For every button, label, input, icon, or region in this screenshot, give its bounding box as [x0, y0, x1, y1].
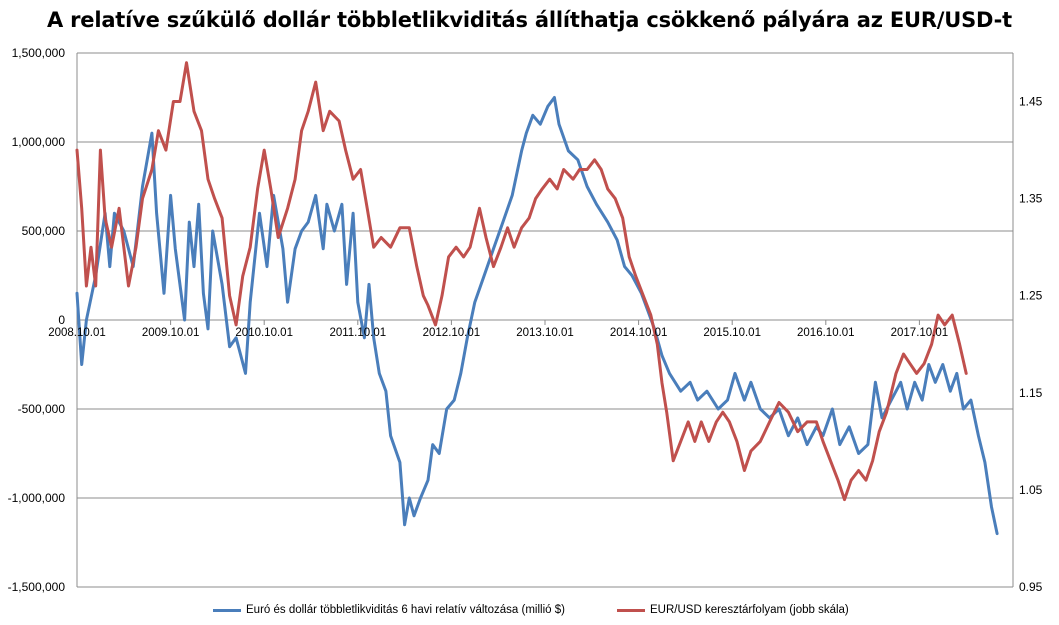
legend-label-liquidity: Euró és dollár többletlikviditás 6 havi …: [246, 604, 565, 616]
y-left-tick-label: -500,000: [18, 402, 66, 416]
y-right-tick-label: 1.45: [1019, 95, 1043, 109]
x-tick-label: 2017.10.01: [891, 327, 949, 339]
y-left-tick-label: 1,500,000: [12, 46, 66, 60]
y-right-tick-label: 1.25: [1019, 289, 1043, 303]
x-tick-label: 2009.10.01: [142, 327, 200, 339]
x-tick-label: 2013.10.01: [516, 327, 574, 339]
legend-label-eurusd: EUR/USD keresztárfolyam (jobb skála): [650, 604, 849, 616]
y-left-tick-label: 1,000,000: [12, 135, 66, 149]
y-left-tick-label: 500,000: [22, 224, 66, 238]
y-right-tick-label: 0.95: [1019, 580, 1043, 594]
axes: [76, 53, 1014, 587]
y-left-tick-label: 0: [58, 313, 65, 327]
x-tick-label: 2008.10.01: [48, 327, 106, 339]
x-tick-label: 2016.10.01: [797, 327, 855, 339]
y-left-tick-label: -1,500,000: [8, 580, 66, 594]
legend: Euró és dollár többletlikviditás 6 havi …: [0, 604, 1059, 624]
series-line-eurusd: [75, 61, 968, 502]
legend-item-eurusd: EUR/USD keresztárfolyam (jobb skála): [617, 604, 849, 616]
series-line-liquidity: [75, 96, 999, 536]
legend-swatch-liquidity: [213, 608, 241, 612]
chart-title: A relatíve szűkülő dollár többletlikvidi…: [46, 8, 1013, 32]
y-right-tick-label: 1.05: [1019, 483, 1043, 497]
y-left-tick-label: -1,000,000: [8, 491, 66, 505]
y-right-tick-label: 1.35: [1019, 192, 1043, 206]
gridlines: [77, 52, 1013, 588]
legend-swatch-eurusd: [617, 608, 645, 612]
x-tick-label: 2015.10.01: [703, 327, 761, 339]
tick-labels: 1,500,000 1,000,000 500,000 0 -500,000 -1,000…: [8, 46, 1043, 594]
series-lines: [75, 61, 999, 536]
x-tick-label: 2012.10.01: [423, 327, 481, 339]
y-right-tick-label: 1.15: [1019, 386, 1043, 400]
x-tick-label: 2011.10.01: [329, 327, 386, 339]
x-tick-label: 2014.10.01: [610, 327, 668, 339]
x-tick-label: 2010.10.01: [235, 327, 293, 339]
legend-item-liquidity: Euró és dollár többletlikviditás 6 havi …: [213, 604, 565, 616]
